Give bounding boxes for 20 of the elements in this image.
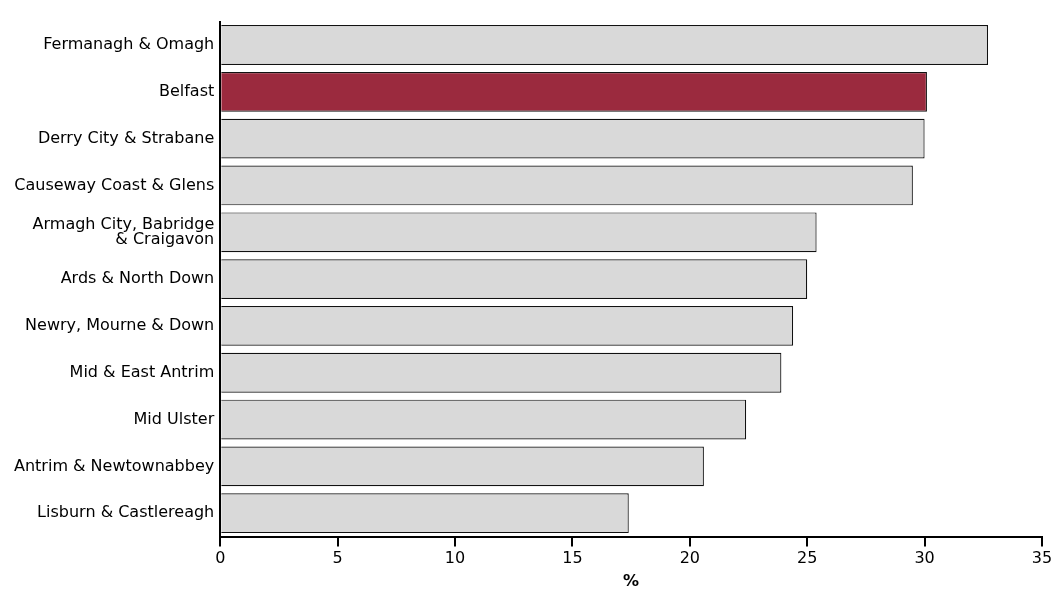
y-tick-label: Derry City & Strabane: [37, 127, 215, 147]
y-tick-label: Mid & East Antrim: [69, 361, 215, 381]
x-tick-label: 35: [1031, 548, 1053, 568]
y-tick-label: Belfast: [158, 80, 215, 100]
x-tick-label: 25: [797, 548, 818, 568]
x-axis-title: %: [623, 570, 640, 590]
x-tick-label: 10: [444, 548, 466, 568]
x-tick-label: 30: [914, 548, 935, 568]
x-tick-label: 5: [332, 548, 343, 568]
y-tick-label: Antrim & Newtownabbey: [14, 455, 215, 475]
y-tick-label: Fermanagh & Omagh: [43, 34, 215, 54]
y-tick-label: Lisburn & Castlereagh: [37, 502, 215, 522]
y-tick-label: Newry, Mourne & Down: [25, 315, 215, 335]
y-tick-label: Ards & North Down: [60, 268, 215, 288]
y-tick-label: Armagh City, Babridge & Craigavon: [32, 213, 215, 249]
x-tick-label: 20: [679, 548, 700, 568]
y-tick-label: Causeway Coast & Glens: [14, 174, 215, 194]
x-tick-label: 15: [562, 548, 583, 568]
y-tick-label: Mid Ulster: [133, 408, 215, 428]
x-tick-label: 0: [215, 548, 226, 568]
